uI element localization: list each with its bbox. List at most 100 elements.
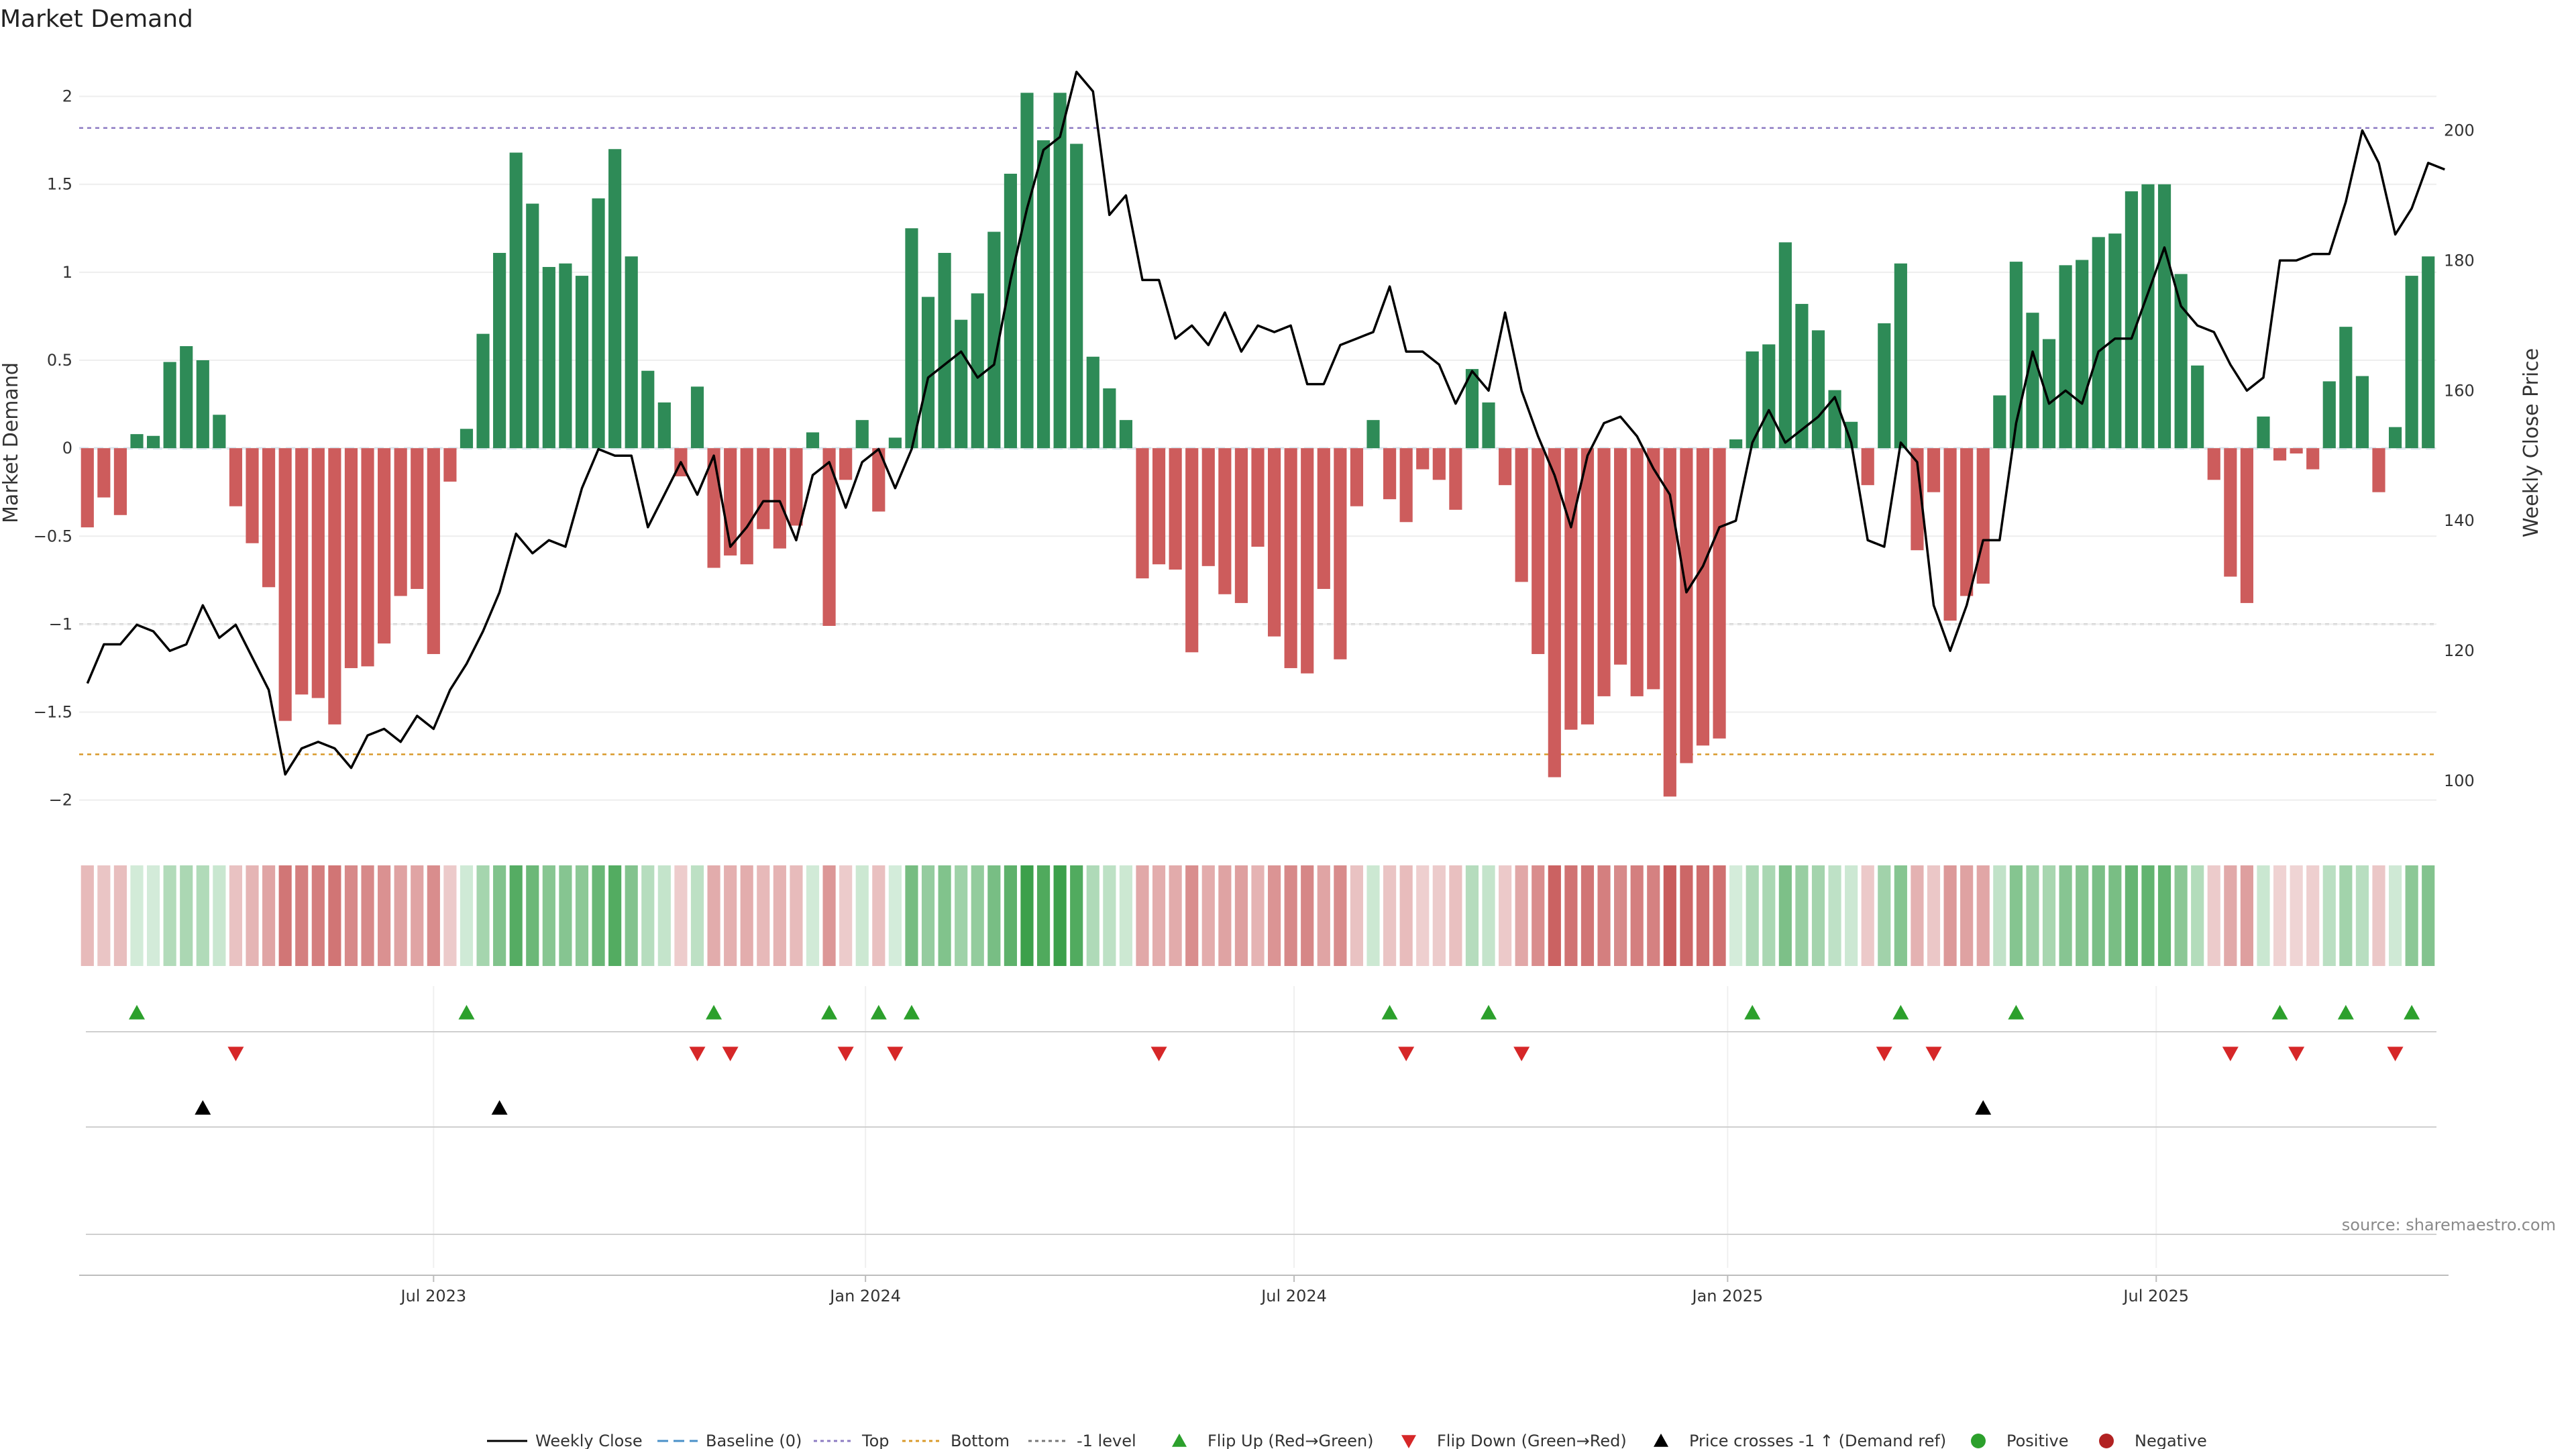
weekly-close-line xyxy=(86,70,2445,776)
demand-bar xyxy=(1004,173,1017,449)
demand-bar xyxy=(1301,448,1314,674)
flip-up-marker xyxy=(458,1005,475,1020)
heat-cell xyxy=(1713,865,1726,966)
demand-bar xyxy=(872,448,885,512)
demand-bar xyxy=(1894,263,1907,449)
heat-cell xyxy=(1647,865,1660,966)
heat-cell xyxy=(1663,865,1676,966)
demand-bar xyxy=(295,448,309,695)
heat-cell xyxy=(1350,865,1364,966)
demand-bar xyxy=(1778,242,1792,449)
demand-bar xyxy=(2026,313,2039,449)
demand-bar xyxy=(1911,448,1924,551)
left-tick-label: 2 xyxy=(62,87,72,106)
heat-cell xyxy=(806,865,820,966)
legend-flip-down-green-red-label: Flip Down (Green→Red) xyxy=(1437,1432,1627,1449)
heat-cell xyxy=(1334,865,1347,966)
heat-cell xyxy=(80,865,94,966)
demand-bar xyxy=(955,319,968,449)
x-tick-label: Jan 2025 xyxy=(1690,1287,1763,1305)
heat-cell xyxy=(1070,865,1083,966)
heat-cell xyxy=(1103,865,1116,966)
demand-bar xyxy=(1119,420,1132,449)
heat-cell xyxy=(509,865,523,966)
heat-cell xyxy=(921,865,935,966)
heat-cell xyxy=(1762,865,1776,966)
demand-bar xyxy=(1103,388,1116,449)
heat-cell xyxy=(1729,865,1743,966)
heat-cell xyxy=(905,865,918,966)
heat-cell xyxy=(690,865,704,966)
demand-bar xyxy=(146,435,160,449)
heat-cell xyxy=(1218,865,1232,966)
demand-bar xyxy=(2141,184,2155,449)
heat-cell xyxy=(2290,865,2303,966)
weekly-close-line xyxy=(86,70,2445,776)
legend--1-level-label: -1 level xyxy=(1077,1432,1136,1449)
heat-cell xyxy=(955,865,968,966)
heat-cell xyxy=(427,865,440,966)
demand-bar xyxy=(180,345,193,449)
heat-cell xyxy=(1053,865,1067,966)
heat-cell xyxy=(295,865,309,966)
flip-up-marker xyxy=(2008,1005,2025,1020)
heat-cell xyxy=(113,865,127,966)
flip-down-marker xyxy=(689,1046,706,1061)
demand-bar xyxy=(361,448,374,667)
demand-bar xyxy=(246,448,259,543)
heat-cell xyxy=(1564,865,1578,966)
heat-cell xyxy=(1894,865,1907,966)
demand-bar xyxy=(790,448,803,526)
heat-cell xyxy=(1597,865,1611,966)
heat-cell xyxy=(443,865,457,966)
flip-down-marker xyxy=(1876,1046,1892,1061)
heat-cell xyxy=(1845,865,1858,966)
demand-bar xyxy=(2108,233,2122,449)
demand-bar xyxy=(2059,265,2072,449)
heat-cell xyxy=(1482,865,1495,966)
heat-cell xyxy=(1119,865,1132,966)
heat-cell xyxy=(97,865,111,966)
flip-down-marker xyxy=(227,1046,244,1061)
demand-bar xyxy=(311,448,325,698)
legend-positive-swatch xyxy=(1971,1434,1986,1448)
heat-cell xyxy=(542,865,555,966)
demand-bar xyxy=(278,448,292,721)
demand-bar xyxy=(2306,448,2320,470)
heat-cell xyxy=(1811,865,1825,966)
x-axis: Jul 2023 Jan 2024 Jul 2024 Jan 2025 Jul 2025 xyxy=(79,1275,2449,1305)
demand-bar xyxy=(822,448,836,627)
heat-cell xyxy=(2257,865,2270,966)
demand-bar xyxy=(2157,184,2171,449)
flip-down-marker xyxy=(1398,1046,1415,1061)
demand-bar xyxy=(2191,365,2204,449)
demand-bar xyxy=(1185,448,1199,653)
heat-cell xyxy=(822,865,836,966)
legend-top-label: Top xyxy=(861,1432,890,1449)
heat-cell xyxy=(592,865,605,966)
legend-price-crosses-1-demand-ref-label: Price crosses -1 ↑ (Demand ref) xyxy=(1689,1432,1946,1449)
heat-cell xyxy=(1927,865,1941,966)
heat-cell xyxy=(1136,865,1149,966)
legend-flip-up-red-green-label: Flip Up (Red→Green) xyxy=(1208,1432,1374,1449)
heat-cell xyxy=(2108,865,2122,966)
demand-bar xyxy=(1548,448,1561,777)
demand-bar xyxy=(1366,420,1380,449)
demand-bar xyxy=(328,448,341,724)
demand-bar xyxy=(1136,448,1149,579)
demand-bar xyxy=(2339,327,2353,449)
legend-flip-up-red-green-swatch xyxy=(1172,1434,1187,1447)
flip-up-marker xyxy=(2337,1005,2354,1020)
left-axis-title: Market Demand xyxy=(0,362,23,523)
left-tick-label: −1.5 xyxy=(34,703,72,722)
demand-bar xyxy=(608,149,622,449)
heat-cell xyxy=(411,865,424,966)
demand-bar xyxy=(229,448,243,506)
demand-bar xyxy=(1515,448,1528,582)
heat-cell xyxy=(1267,865,1281,966)
heat-cell xyxy=(2076,865,2089,966)
heat-cell xyxy=(328,865,341,966)
demand-bar xyxy=(1845,421,1858,449)
heat-cell xyxy=(2322,865,2336,966)
